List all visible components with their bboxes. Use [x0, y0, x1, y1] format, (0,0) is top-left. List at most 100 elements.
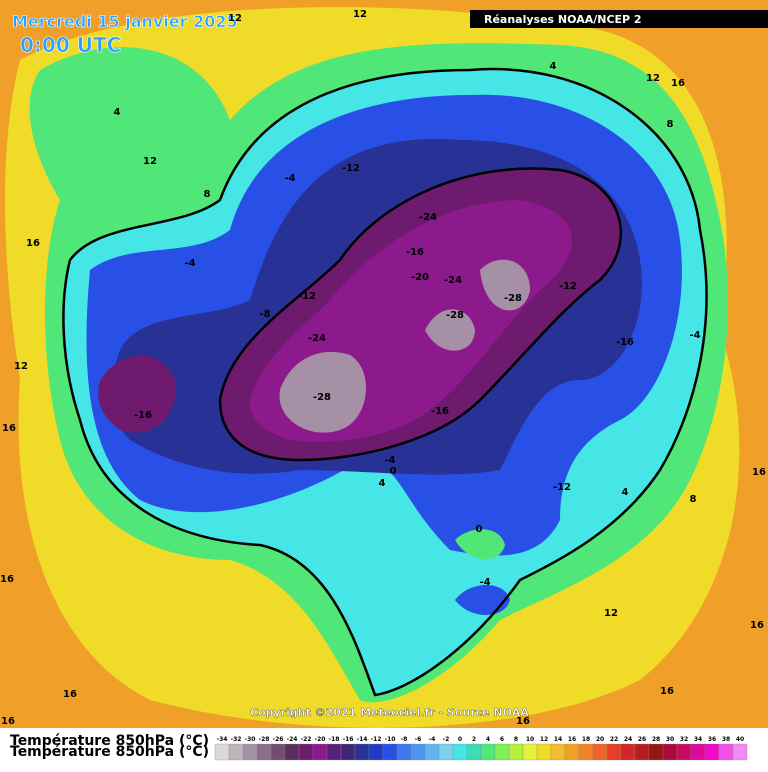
scale-label: -16: [343, 736, 354, 743]
scale-label: -32: [231, 736, 242, 743]
scale-label: -24: [287, 736, 298, 743]
contour-label: 16: [2, 423, 16, 434]
scale-swatch: [662, 743, 678, 761]
scale-swatch: [214, 743, 230, 761]
scale-label: -14: [357, 736, 368, 743]
scale-label: -34: [217, 736, 228, 743]
scale-swatch: [466, 743, 482, 761]
contour-label: -28: [313, 392, 331, 403]
contour-label: 16: [1, 716, 15, 727]
contour-label: -4: [284, 173, 295, 184]
contour-label: 4: [550, 61, 557, 72]
scale-swatch: [480, 743, 496, 761]
scale-swatch: [648, 743, 664, 761]
scale-label: -28: [259, 736, 270, 743]
scale-swatch: [396, 743, 412, 761]
scale-swatch: [634, 743, 650, 761]
scale-swatch: [270, 743, 286, 761]
scale-label: 0: [458, 736, 462, 743]
contours: [62, 67, 708, 697]
scale-label: 6: [500, 736, 504, 743]
scale-label: 34: [694, 736, 702, 743]
contour-label: -4: [689, 330, 700, 341]
scale-swatch: [410, 743, 426, 761]
scale-label: 26: [638, 736, 646, 743]
scale-swatch: [718, 743, 734, 761]
contour-label: 12: [646, 73, 660, 84]
scale-swatch: [340, 743, 356, 761]
contour-label: 12: [14, 361, 28, 372]
contour-label: 4: [379, 478, 386, 489]
contour-label: 16: [516, 716, 530, 727]
contour-label: -24: [308, 333, 326, 344]
contour-label: -28: [446, 310, 464, 321]
scale-swatch: [564, 743, 580, 761]
contour-label: -24: [419, 212, 437, 223]
copyright: Copyright ©2021 Meteociel.fr - Source NO…: [250, 706, 529, 719]
legend-title-shadow: Température 850hPa (°C): [10, 744, 209, 760]
scale-swatch: [242, 743, 258, 761]
scale-label: -26: [273, 736, 284, 743]
scale-label: 8: [514, 736, 518, 743]
scale-swatch: [354, 743, 370, 761]
scale-swatch: [704, 743, 720, 761]
contour-label: 12: [143, 156, 157, 167]
scale-label: 40: [736, 736, 744, 743]
scale-swatch: [452, 743, 468, 761]
contour-label: 16: [750, 620, 764, 631]
contour-label: 12: [604, 608, 618, 619]
scale-label: 16: [568, 736, 576, 743]
scale-swatch: [606, 743, 622, 761]
scale-swatch: [592, 743, 608, 761]
scale-swatch: [298, 743, 314, 761]
contour-label: -12: [298, 291, 316, 302]
contour-label: -16: [431, 406, 449, 417]
contour-label: -16: [406, 247, 424, 258]
contour-label: 4: [622, 487, 629, 498]
map-title: Mercredi 15 janvier 2025: [12, 12, 238, 31]
scale-swatch: [438, 743, 454, 761]
scale-label: -18: [329, 736, 340, 743]
contour-label: 16: [752, 467, 766, 478]
scale-swatch: [732, 743, 748, 761]
contour-label: -12: [342, 163, 360, 174]
scale-swatch: [284, 743, 300, 761]
contour-label: 16: [26, 238, 40, 249]
contour-label: -4: [184, 258, 195, 269]
scale-label: -12: [371, 736, 382, 743]
scale-label: 24: [624, 736, 632, 743]
contour-label: 16: [671, 78, 685, 89]
contour-label: 12: [353, 9, 367, 20]
scale-swatch: [326, 743, 342, 761]
scale-label: -10: [385, 736, 396, 743]
contour-label: 8: [667, 119, 674, 130]
contour-label: -16: [134, 410, 152, 421]
contour-label: -12: [559, 281, 577, 292]
scale-label: 28: [652, 736, 660, 743]
contour-label: -16: [616, 337, 634, 348]
contour-label: 0: [390, 466, 397, 477]
scale-swatch: [620, 743, 636, 761]
scale-swatch: [676, 743, 692, 761]
contour-label: 16: [63, 689, 77, 700]
contour-label: 8: [204, 189, 211, 200]
scale-label: 14: [554, 736, 562, 743]
contour-label: -4: [384, 455, 395, 466]
scale-label: -4: [429, 736, 436, 743]
scale-label: 4: [486, 736, 490, 743]
legend-title: Température 850hPa (°C): [10, 733, 209, 749]
scale-swatch: [256, 743, 272, 761]
scale-label: 10: [526, 736, 534, 743]
scale-label: 38: [722, 736, 730, 743]
contour-label: 16: [0, 574, 14, 585]
scale-swatch: [508, 743, 524, 761]
scale-swatch: [424, 743, 440, 761]
source-text: Réanalyses NOAA/NCEP 2: [484, 13, 642, 26]
contour-labels: 12 12 4 12 8 4 12 16 8 -4 -12 -24 -16 -24 -20 -28 -12 -12…: [0, 9, 766, 727]
scale-label: 18: [582, 736, 590, 743]
contour-label: 12: [228, 13, 242, 24]
scale-swatch: [578, 743, 594, 761]
map-time: 0:00 UTC: [20, 33, 121, 57]
